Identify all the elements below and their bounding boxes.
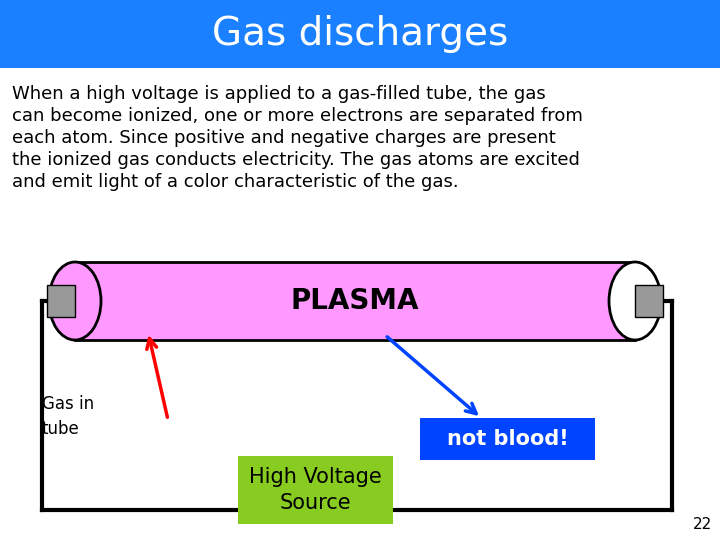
Bar	[238, 456, 393, 524]
Text: 22: 22	[693, 517, 712, 532]
Text: Gas discharges: Gas discharges	[212, 15, 508, 53]
Text: each atom. Since positive and negative charges are present: each atom. Since positive and negative c…	[12, 129, 556, 147]
Ellipse shape	[609, 262, 661, 340]
Text: When a high voltage is applied to a gas-filled tube, the gas: When a high voltage is applied to a gas-…	[12, 85, 546, 103]
Text: High Voltage
Source: High Voltage Source	[249, 467, 382, 513]
Bar	[75, 262, 635, 340]
Bar	[420, 418, 595, 460]
Text: PLASMA: PLASMA	[291, 287, 419, 315]
Text: not blood!: not blood!	[446, 429, 568, 449]
Text: can become ionized, one or more electrons are separated from: can become ionized, one or more electron…	[12, 107, 583, 125]
Bar	[635, 285, 663, 317]
Bar	[0, 0, 720, 68]
Text: and emit light of a color characteristic of the gas.: and emit light of a color characteristic…	[12, 173, 459, 191]
Text: Gas in
tube: Gas in tube	[42, 395, 94, 438]
Ellipse shape	[49, 262, 101, 340]
Bar	[47, 285, 75, 317]
Text: the ionized gas conducts electricity. The gas atoms are excited: the ionized gas conducts electricity. Th…	[12, 151, 580, 169]
